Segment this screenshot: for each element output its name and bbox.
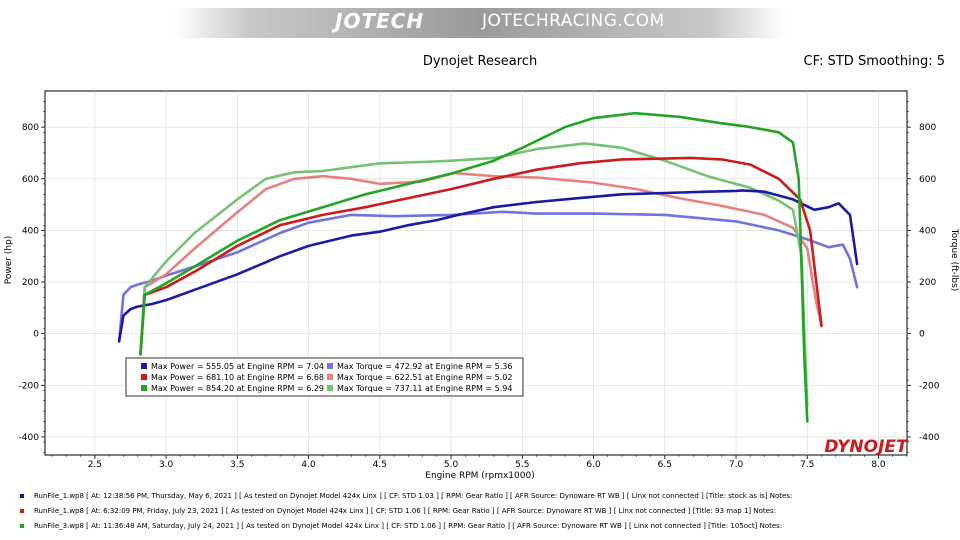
- y-axis-ticks: -400 -400 -200 -200 0 0 200 200 400 400 600 600 800 8…: [19, 101, 940, 453]
- y-tick-label-right: 600: [919, 175, 936, 185]
- y-axis-label-left: Power (hp): [4, 236, 14, 285]
- header-banner: [175, 8, 785, 38]
- jotech-logo: JOTECH: [335, 9, 425, 33]
- y-tick-label-left: 200: [22, 278, 39, 288]
- runfile-row-2: RunFile_1.wp8 [ At: 6:32:09 PM, Friday, …: [20, 507, 776, 515]
- runfile-color-2: [20, 509, 24, 513]
- series-line-run3_power: [139, 111, 809, 423]
- x-tick-label: 4.5: [373, 460, 387, 470]
- runfile-row-1: RunFile_1.wp8 [ At: 12:38:56 PM, Thursda…: [20, 492, 792, 500]
- legend-entry-run1_power: Max Power = 555.05 at Engine RPM = 7.04: [151, 362, 324, 371]
- x-tick-label: 5.0: [444, 460, 459, 470]
- legend-entry-run1_torque: Max Torque = 472.92 at Engine RPM = 5.36: [337, 362, 512, 371]
- runfile-text-1: RunFile_1.wp8 [ At: 12:38:56 PM, Thursda…: [34, 492, 793, 500]
- runfile-text-3: RunFile_3.wp8 [ At: 11:36:48 AM, Saturda…: [34, 522, 783, 530]
- legend-swatch-run2_torque: [327, 374, 333, 380]
- x-tick-label: 3.0: [159, 460, 174, 470]
- series-lines: [117, 111, 859, 423]
- x-tick-label: 3.5: [230, 460, 244, 470]
- chart-title: Dynojet Research: [422, 54, 538, 69]
- x-tick-label: 2.5: [88, 460, 102, 470]
- x-axis-ticks: 2.5 3.0 3.5 4.0 4.5 5.0 5.5 6.0 6.5 7.0 7.5 8.0: [51, 455, 908, 470]
- y-tick-label-left: -400: [19, 433, 40, 443]
- y-tick-label-right: 400: [919, 226, 936, 236]
- y-tick-label-right: 800: [919, 123, 936, 133]
- legend-entry-run3_power: Max Power = 854.20 at Engine RPM = 6.29: [151, 384, 324, 393]
- x-tick-label: 7.0: [729, 460, 744, 470]
- legend-entry-run2_power: Max Power = 681.10 at Engine RPM = 6.68: [151, 373, 324, 382]
- y-tick-label-left: 0: [33, 330, 39, 340]
- y-tick-label-right: 0: [919, 330, 925, 340]
- series-line-run2_power: [139, 156, 823, 356]
- y-tick-label-left: 400: [22, 226, 39, 236]
- x-tick-label: 5.5: [515, 460, 529, 470]
- legend-swatch-run1_torque: [327, 363, 333, 369]
- x-axis-label: Engine RPM (rpmx1000): [425, 471, 534, 481]
- legend-swatch-run3_torque: [327, 385, 333, 391]
- runfile-color-1: [20, 494, 24, 498]
- legend: Max Power = 555.05 at Engine RPM = 7.04 M…: [125, 357, 524, 397]
- x-tick-label: 6.0: [586, 460, 601, 470]
- legend-swatch-run1_power: [141, 363, 147, 369]
- y-axis-label-right: Torque (ft-lbs): [949, 228, 959, 292]
- runfile-row-3: RunFile_3.wp8 [ At: 11:36:48 AM, Saturda…: [20, 522, 782, 530]
- legend-entry-run2_torque: Max Torque = 622.51 at Engine RPM = 5.02: [337, 373, 512, 382]
- series-line-run1_power: [117, 189, 859, 343]
- y-tick-label-left: 600: [22, 175, 39, 185]
- legend-swatch-run2_power: [141, 374, 147, 380]
- legend-swatch-run3_power: [141, 385, 147, 391]
- runfile-text-2: RunFile_1.wp8 [ At: 6:32:09 PM, Friday, …: [34, 507, 776, 515]
- y-tick-label-right: -200: [919, 381, 940, 391]
- series-line-run3_torque: [139, 142, 809, 408]
- x-tick-label: 4.0: [301, 460, 316, 470]
- runfile-color-3: [20, 524, 24, 528]
- y-tick-label-left: 800: [22, 123, 39, 133]
- legend-entry-run3_torque: Max Torque = 737.11 at Engine RPM = 5.94: [337, 384, 512, 393]
- legend-box: [125, 357, 524, 397]
- y-tick-label-right: 200: [919, 278, 936, 288]
- y-tick-label-left: -200: [19, 381, 40, 391]
- dynojet-watermark: DYNOJET: [824, 437, 909, 457]
- x-tick-label: 8.0: [871, 460, 886, 470]
- x-tick-label: 6.5: [658, 460, 672, 470]
- y-tick-label-right: -400: [919, 433, 940, 443]
- x-tick-label: 7.5: [800, 460, 814, 470]
- cf-smoothing-label: CF: STD Smoothing: 5: [803, 54, 945, 69]
- site-url: JOTECHRACING.COM: [482, 11, 665, 31]
